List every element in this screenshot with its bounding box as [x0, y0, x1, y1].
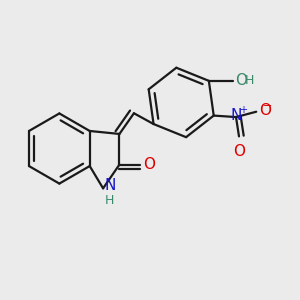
Text: O: O: [259, 103, 271, 118]
Text: H: H: [105, 194, 114, 207]
Text: N: N: [105, 178, 116, 193]
Text: O: O: [143, 157, 155, 172]
Text: O: O: [234, 144, 246, 159]
Text: O: O: [235, 73, 247, 88]
Text: +: +: [239, 105, 247, 115]
Text: N: N: [231, 108, 242, 123]
Text: H: H: [245, 74, 254, 87]
Text: −: −: [263, 101, 272, 111]
